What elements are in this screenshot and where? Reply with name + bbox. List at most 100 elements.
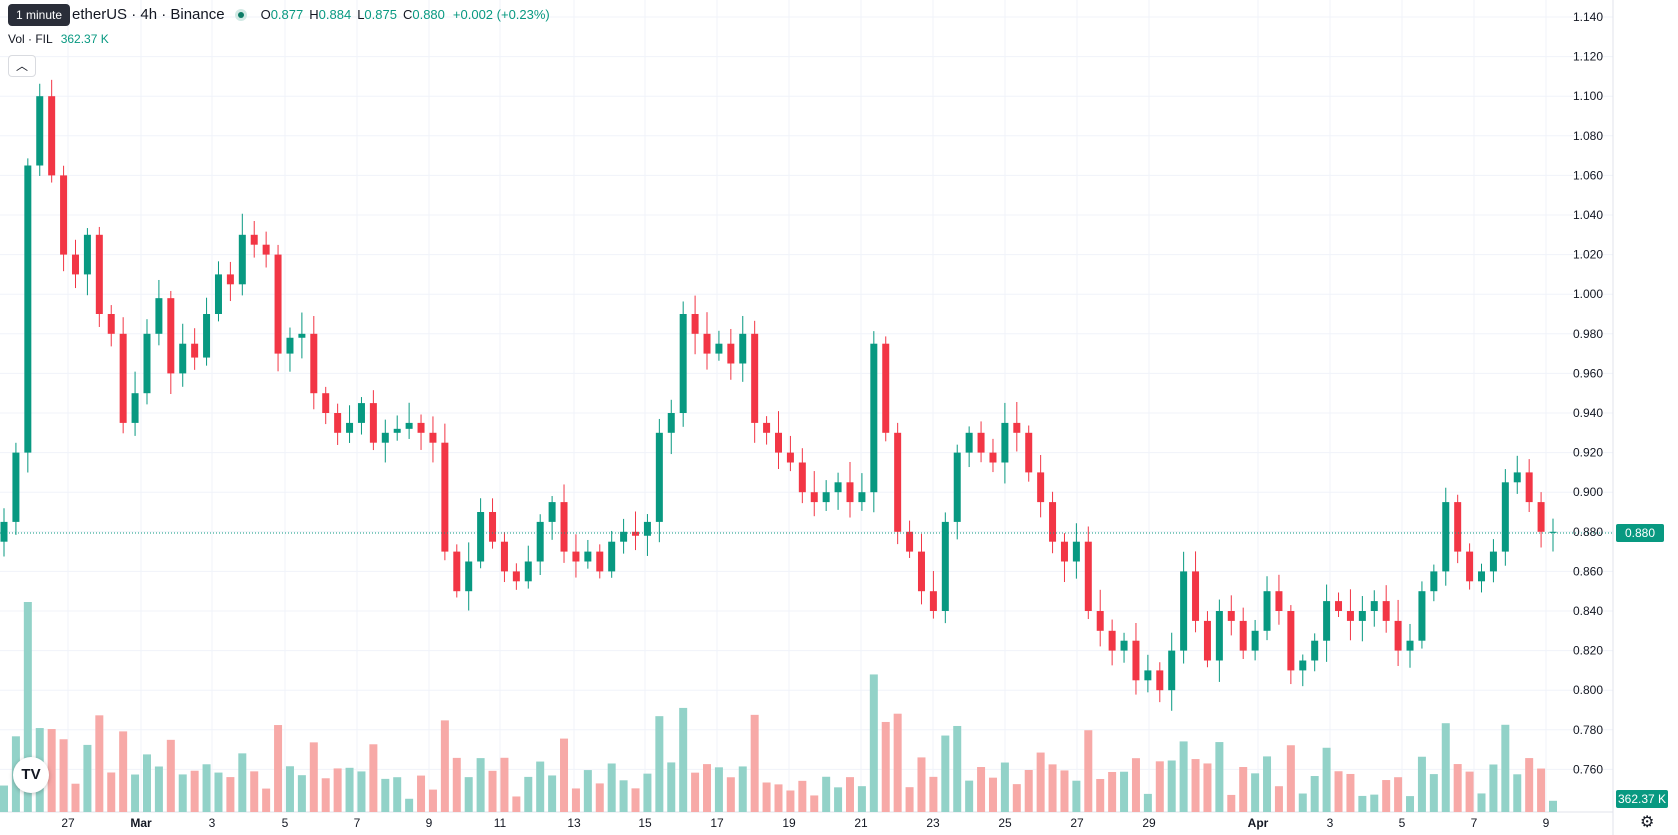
volume-bar bbox=[381, 778, 390, 812]
candle-body bbox=[1096, 611, 1104, 631]
candle-body bbox=[405, 422, 413, 429]
candle-body bbox=[1180, 571, 1188, 651]
candle-body bbox=[1037, 472, 1045, 503]
collapse-legend-button[interactable]: ︿ bbox=[8, 55, 36, 77]
volume-bar bbox=[1346, 773, 1355, 812]
volume-bar bbox=[953, 725, 962, 812]
volume-bar bbox=[774, 784, 783, 812]
time-tick-label: Mar bbox=[130, 816, 152, 830]
candle-body bbox=[882, 343, 890, 433]
volume-label[interactable]: Vol · FIL bbox=[8, 32, 53, 46]
last-volume-label: 362.37 K bbox=[1616, 790, 1668, 808]
candle-body bbox=[727, 343, 735, 364]
volume-bar bbox=[333, 768, 342, 812]
candle-body bbox=[179, 343, 187, 374]
candle-body bbox=[739, 333, 747, 364]
candle-body bbox=[1132, 640, 1140, 681]
candle-body bbox=[1287, 611, 1295, 671]
candle-body bbox=[48, 96, 56, 176]
price-tick-label: 0.820 bbox=[1573, 644, 1603, 658]
candle-body bbox=[155, 298, 163, 334]
candle-body bbox=[60, 175, 68, 255]
candle-body bbox=[965, 432, 973, 453]
candle-body bbox=[596, 551, 604, 572]
volume-bar bbox=[178, 774, 187, 812]
candle-body bbox=[798, 462, 806, 493]
time-tick-label: 23 bbox=[926, 816, 940, 830]
candle-body bbox=[560, 502, 568, 552]
tradingview-logo-icon[interactable]: TV bbox=[13, 757, 49, 793]
volume-bar bbox=[560, 738, 569, 812]
time-tick-label: 11 bbox=[494, 816, 507, 830]
volume-bar bbox=[703, 764, 712, 812]
candle-body bbox=[1227, 611, 1235, 621]
volume-bar bbox=[369, 744, 378, 812]
volume-bar bbox=[107, 772, 116, 812]
volume-bar bbox=[202, 764, 211, 812]
volume-bar bbox=[822, 776, 831, 812]
gear-icon[interactable]: ⚙ bbox=[1640, 814, 1655, 831]
symbol-legend: etherUS · 4h · Binance O 0.877 H 0.884 L 0.… bbox=[8, 6, 550, 23]
candle-body bbox=[643, 521, 651, 536]
candle-body bbox=[322, 393, 330, 413]
volume-bar bbox=[1382, 780, 1391, 812]
volume-bar bbox=[631, 788, 640, 812]
candle-body bbox=[1025, 432, 1033, 473]
time-tick-label: 9 bbox=[426, 816, 433, 830]
candle-body bbox=[822, 492, 830, 503]
volume-bar bbox=[1012, 784, 1021, 812]
candle-body bbox=[453, 551, 461, 592]
candle-body bbox=[489, 512, 497, 542]
candle-body bbox=[95, 234, 103, 314]
candle-body bbox=[357, 403, 365, 423]
candle-body bbox=[620, 531, 628, 542]
volume-bar bbox=[1096, 778, 1105, 812]
volume-bar bbox=[1441, 723, 1450, 812]
candle-body bbox=[1108, 630, 1116, 651]
candle-body bbox=[703, 333, 711, 354]
candle-body bbox=[1454, 502, 1462, 552]
candle-body bbox=[691, 314, 699, 334]
candle-body bbox=[953, 452, 961, 522]
volume-bar bbox=[679, 707, 688, 812]
candle-body bbox=[310, 333, 318, 394]
volume-bar bbox=[190, 770, 199, 812]
candle-body bbox=[226, 274, 234, 285]
candle-body bbox=[989, 452, 997, 463]
volume-bar bbox=[428, 789, 437, 812]
volume-bar bbox=[643, 773, 652, 812]
volume-bar bbox=[845, 777, 854, 812]
candle-body bbox=[214, 274, 222, 314]
candle-body bbox=[775, 432, 782, 453]
time-tick-label: 19 bbox=[782, 816, 796, 830]
high-label: H bbox=[309, 7, 319, 22]
volume-bar bbox=[714, 767, 723, 812]
volume-bar bbox=[321, 778, 330, 812]
candle-body bbox=[1275, 591, 1283, 611]
volume-bar bbox=[1167, 760, 1176, 812]
time-tick-label: 21 bbox=[854, 816, 868, 830]
volume-bar bbox=[59, 739, 68, 812]
time-tick-label: 17 bbox=[710, 816, 724, 830]
volume-bar bbox=[83, 744, 92, 812]
candle-body bbox=[131, 393, 139, 423]
candle-body bbox=[1156, 670, 1164, 691]
candle-body bbox=[1215, 611, 1223, 661]
volume-bar bbox=[750, 714, 759, 812]
volume-bar bbox=[1191, 759, 1200, 812]
price-tick-label: 0.960 bbox=[1573, 366, 1603, 380]
price-tick-label: 0.920 bbox=[1573, 446, 1603, 460]
time-tick-label: 27 bbox=[1070, 816, 1084, 830]
symbol-title[interactable]: etherUS · 4h · Binance bbox=[72, 6, 225, 23]
volume-bar bbox=[0, 785, 8, 812]
volume-bar bbox=[607, 763, 616, 812]
candle-body bbox=[500, 541, 508, 572]
volume-bar bbox=[1525, 758, 1534, 812]
candle-body bbox=[1335, 601, 1343, 611]
candle-body bbox=[1442, 502, 1450, 572]
candle-body bbox=[572, 551, 580, 562]
candle-body bbox=[1323, 601, 1331, 641]
interval-tooltip: 1 minute bbox=[8, 4, 71, 26]
candle-body bbox=[119, 333, 127, 423]
